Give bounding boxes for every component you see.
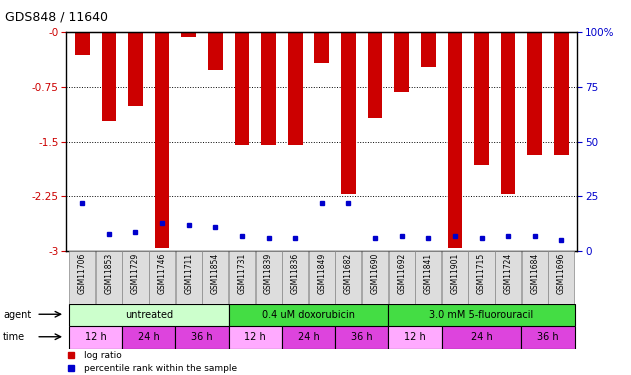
Bar <box>96 251 122 304</box>
Bar <box>229 251 255 304</box>
Text: 12 h: 12 h <box>244 333 266 342</box>
Text: GSM11854: GSM11854 <box>211 253 220 294</box>
Text: GSM11853: GSM11853 <box>104 253 114 294</box>
Text: 36 h: 36 h <box>537 333 559 342</box>
Text: GSM11690: GSM11690 <box>370 253 380 294</box>
Text: GSM11692: GSM11692 <box>397 253 406 294</box>
Bar <box>447 32 463 248</box>
Bar <box>261 32 276 145</box>
Bar <box>442 326 521 349</box>
Bar <box>181 32 196 37</box>
Bar <box>468 251 495 304</box>
Text: untreated: untreated <box>125 310 173 320</box>
Text: 12 h: 12 h <box>85 333 107 342</box>
Bar <box>389 251 415 304</box>
Bar <box>335 326 388 349</box>
Bar <box>69 326 122 349</box>
Bar <box>69 251 95 304</box>
Bar <box>122 251 148 304</box>
Bar <box>522 251 548 304</box>
Bar <box>288 32 302 145</box>
Text: GSM11849: GSM11849 <box>317 253 326 294</box>
Text: GSM11715: GSM11715 <box>477 253 486 294</box>
Bar <box>388 304 575 326</box>
Bar <box>175 251 202 304</box>
Text: GSM11696: GSM11696 <box>557 253 566 294</box>
Text: GSM11901: GSM11901 <box>451 253 459 294</box>
Bar <box>548 251 574 304</box>
Bar <box>495 251 521 304</box>
Text: GSM11841: GSM11841 <box>424 253 433 294</box>
Bar <box>336 251 362 304</box>
Text: GSM11711: GSM11711 <box>184 253 193 294</box>
Bar <box>282 251 308 304</box>
Bar <box>394 32 409 92</box>
Text: agent: agent <box>3 310 32 320</box>
Bar <box>75 32 90 55</box>
Bar <box>521 326 575 349</box>
Bar <box>421 32 435 67</box>
Text: GDS848 / 11640: GDS848 / 11640 <box>5 10 108 23</box>
Text: GSM11684: GSM11684 <box>530 253 540 294</box>
Bar <box>149 251 175 304</box>
Text: percentile rank within the sample: percentile rank within the sample <box>84 364 237 373</box>
Text: time: time <box>3 333 25 342</box>
Bar <box>309 251 335 304</box>
Bar <box>442 251 468 304</box>
Text: GSM11724: GSM11724 <box>504 253 512 294</box>
Text: GSM11839: GSM11839 <box>264 253 273 294</box>
Bar <box>122 326 175 349</box>
Bar <box>102 32 116 121</box>
Bar <box>228 326 282 349</box>
Text: GSM11729: GSM11729 <box>131 253 140 294</box>
Bar <box>203 251 228 304</box>
Bar <box>475 32 489 165</box>
Bar <box>208 32 223 70</box>
Text: 36 h: 36 h <box>351 333 372 342</box>
Text: GSM11746: GSM11746 <box>158 253 167 294</box>
Text: 24 h: 24 h <box>471 333 492 342</box>
Bar <box>175 326 228 349</box>
Text: 36 h: 36 h <box>191 333 213 342</box>
Text: 24 h: 24 h <box>138 333 160 342</box>
Bar <box>69 304 228 326</box>
Bar <box>368 32 382 118</box>
Bar <box>362 251 388 304</box>
Text: GSM11682: GSM11682 <box>344 253 353 294</box>
Bar <box>554 32 569 155</box>
Bar <box>528 32 542 155</box>
Bar <box>282 326 335 349</box>
Text: log ratio: log ratio <box>84 351 122 360</box>
Text: GSM11836: GSM11836 <box>291 253 300 294</box>
Bar <box>314 32 329 63</box>
Text: 24 h: 24 h <box>298 333 319 342</box>
Bar <box>228 304 388 326</box>
Bar <box>501 32 516 194</box>
Bar <box>415 251 441 304</box>
Text: 3.0 mM 5-fluorouracil: 3.0 mM 5-fluorouracil <box>430 310 534 320</box>
Text: GSM11731: GSM11731 <box>237 253 247 294</box>
Text: GSM11706: GSM11706 <box>78 253 86 294</box>
Bar <box>128 32 143 106</box>
Bar <box>155 32 169 248</box>
Bar <box>341 32 356 194</box>
Text: 12 h: 12 h <box>404 333 426 342</box>
Bar <box>235 32 249 145</box>
Text: 0.4 uM doxorubicin: 0.4 uM doxorubicin <box>262 310 355 320</box>
Bar <box>388 326 442 349</box>
Bar <box>256 251 281 304</box>
